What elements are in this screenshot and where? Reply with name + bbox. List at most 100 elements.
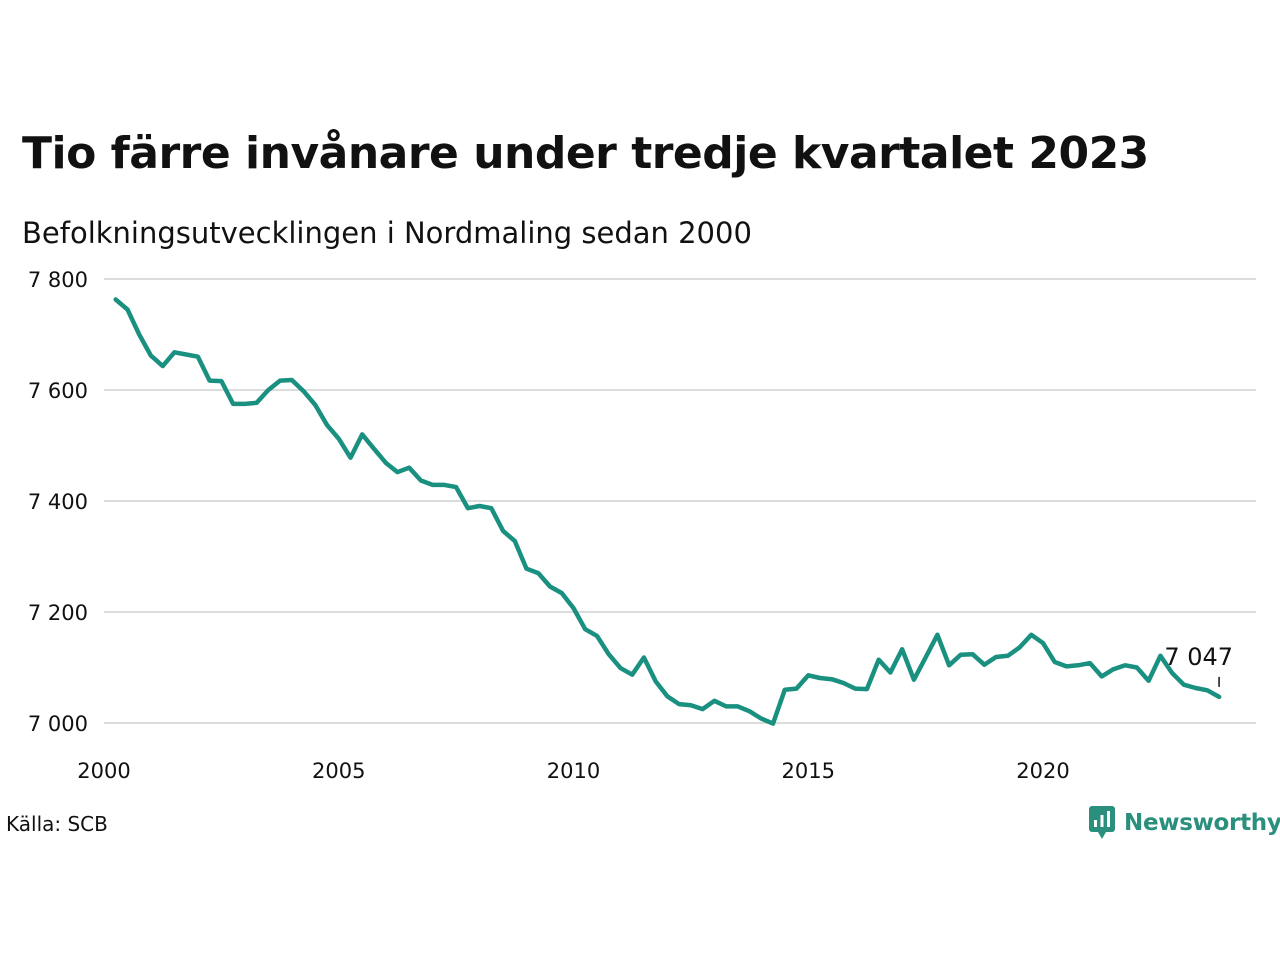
data-point	[160, 364, 165, 369]
data-point	[994, 654, 999, 659]
brand-name: Newsworthy	[1124, 810, 1280, 836]
data-point	[559, 591, 564, 596]
newsworthy-logo-icon	[1089, 806, 1115, 839]
data-point	[1052, 659, 1057, 664]
data-point	[336, 436, 341, 441]
data-point	[864, 687, 869, 692]
x-tick-label: 2005	[312, 759, 365, 783]
data-point	[301, 389, 306, 394]
data-point	[219, 379, 224, 384]
data-point	[841, 681, 846, 686]
data-point	[771, 721, 776, 726]
data-point	[524, 566, 529, 571]
data-point	[747, 709, 752, 714]
data-point	[900, 647, 905, 652]
data-point	[665, 694, 670, 699]
data-point	[1170, 671, 1175, 676]
data-point	[829, 677, 834, 682]
data-point	[125, 307, 130, 312]
data-point	[489, 506, 494, 511]
data-point	[1146, 678, 1151, 683]
data-point	[935, 632, 940, 637]
data-point	[735, 704, 740, 709]
data-point	[195, 354, 200, 359]
data-point	[137, 332, 142, 337]
data-point	[958, 652, 963, 657]
x-tick-label: 2000	[77, 759, 130, 783]
data-point	[465, 506, 470, 511]
y-tick-label: 7 400	[28, 490, 88, 514]
data-point	[571, 606, 576, 611]
data-point	[712, 698, 717, 703]
series-layer	[113, 297, 1222, 726]
data-point	[430, 482, 435, 487]
x-tick-label: 2010	[547, 759, 600, 783]
data-point	[1005, 653, 1010, 658]
x-axis-ticks: 2000 2005 2010 2015 2020	[77, 759, 1069, 783]
data-point	[1076, 663, 1081, 668]
data-point	[618, 666, 623, 671]
data-point	[594, 633, 599, 638]
data-point	[325, 422, 330, 427]
series-line	[113, 297, 1222, 726]
data-point	[536, 571, 541, 576]
source-note: Källa: SCB	[6, 812, 108, 836]
data-point	[231, 401, 236, 406]
y-tick-label: 7 600	[28, 379, 88, 403]
y-tick-label: 7 200	[28, 601, 88, 625]
data-point	[454, 485, 459, 490]
data-point	[477, 503, 482, 508]
data-point	[1099, 674, 1104, 679]
gridlines	[104, 278, 1256, 724]
data-point	[207, 378, 212, 383]
data-point	[242, 401, 247, 406]
data-point	[383, 460, 388, 465]
data-point	[700, 707, 705, 712]
data-point	[583, 627, 588, 632]
data-point	[184, 352, 189, 357]
data-point	[982, 662, 987, 667]
data-point	[606, 652, 611, 657]
data-point	[548, 584, 553, 589]
data-point	[266, 388, 271, 393]
data-point	[1111, 667, 1116, 672]
data-point	[113, 297, 118, 302]
data-point	[1064, 664, 1069, 669]
data-point	[1217, 694, 1222, 699]
x-tick-label: 2020	[1016, 759, 1069, 783]
data-point	[923, 655, 928, 660]
data-point	[641, 655, 646, 660]
data-point	[853, 686, 858, 691]
data-point	[806, 673, 811, 678]
data-point	[1205, 688, 1210, 693]
y-tick-label: 7 800	[28, 268, 88, 292]
chart-subtitle: Befolkningsutvecklingen i Nordmaling sed…	[22, 216, 752, 250]
data-point	[278, 378, 283, 383]
y-axis-ticks: 7 000 7 200 7 400 7 600 7 800	[28, 268, 88, 736]
data-point	[1041, 641, 1046, 646]
data-point	[1158, 653, 1163, 658]
data-point	[313, 402, 318, 407]
data-point	[371, 446, 376, 451]
data-point	[1123, 663, 1128, 668]
data-point	[254, 400, 259, 405]
data-point	[677, 702, 682, 707]
data-point	[759, 716, 764, 721]
end-value-label: 7 047	[1164, 643, 1233, 671]
data-point	[724, 704, 729, 709]
data-point	[1134, 665, 1139, 670]
data-point	[395, 470, 400, 475]
data-point	[970, 652, 975, 657]
data-point	[512, 538, 517, 543]
data-point	[876, 657, 881, 662]
data-point	[688, 703, 693, 708]
data-point	[1193, 686, 1198, 691]
data-point	[1029, 632, 1034, 637]
data-point	[817, 676, 822, 681]
end-label-layer: 7 047	[1164, 643, 1233, 687]
data-point	[630, 672, 635, 677]
y-tick-label: 7 000	[28, 712, 88, 736]
brand-logo-block[interactable]: Newsworthy	[1088, 803, 1280, 843]
data-point	[947, 663, 952, 668]
data-point	[360, 432, 365, 437]
